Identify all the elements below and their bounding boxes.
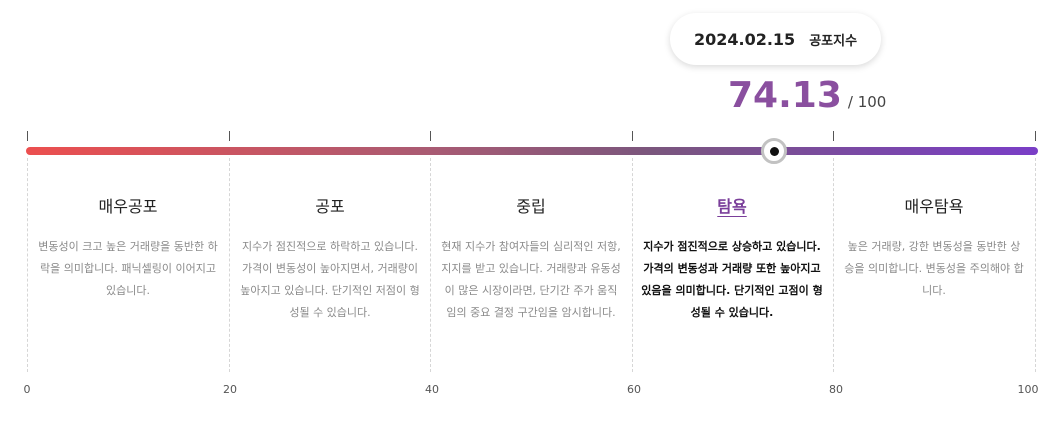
zone-description: 변동성이 크고 높은 거래량을 동반한 하락을 의미합니다. 패닉셀링이 이어지… [38, 240, 218, 297]
zone-title: 매우탐욕 [904, 197, 964, 216]
zone-divider [27, 158, 28, 372]
index-value-display: 74.13 / 100 [728, 72, 886, 120]
axis-label-60: 60 [627, 383, 641, 396]
zone-greed: 탐욕 지수가 점진적으로 상승하고 있습니다. 가격의 변동성과 거래량 또한 … [641, 192, 823, 324]
zone-divider [632, 158, 633, 372]
scale-tick-20 [229, 131, 230, 141]
zone-description: 높은 거래량, 강한 변동성을 동반한 상승을 의미합니다. 변동성을 주의해야… [844, 240, 1024, 297]
zone-description: 지수가 점진적으로 하락하고 있습니다. 가격이 변동성이 높아지면서, 거래량… [240, 240, 420, 319]
zone-extreme-fear: 매우공포 변동성이 크고 높은 거래량을 동반한 하락을 의미합니다. 패닉셀링… [37, 192, 219, 302]
scale-tick-100 [1035, 131, 1036, 141]
tooltip-label: 공포지수 [809, 33, 858, 49]
zone-title: 공포 [315, 197, 345, 216]
scale-tick-80 [833, 131, 834, 141]
index-position-marker [761, 138, 788, 164]
axis-label-80: 80 [829, 383, 843, 396]
axis-label-100: 100 [1017, 383, 1039, 396]
zone-title: 중립 [516, 197, 546, 216]
zone-title: 매우공포 [98, 197, 158, 216]
zone-divider [1035, 158, 1036, 372]
tooltip-date: 2024.02.15 [693, 29, 796, 49]
zone-description: 지수가 점진적으로 상승하고 있습니다. 가격의 변동성과 거래량 또한 높아지… [641, 240, 823, 319]
axis-label-40: 40 [425, 383, 439, 396]
index-max: / 100 [847, 93, 887, 111]
marker-dot [769, 146, 779, 156]
zone-description: 현재 지수가 참여자들의 심리적인 저항, 지지를 받고 있습니다. 거래량과 … [441, 240, 621, 319]
scale-tick-0 [27, 131, 28, 141]
zone-extreme-greed: 매우탐욕 높은 거래량, 강한 변동성을 동반한 상승을 의미합니다. 변동성을… [843, 192, 1025, 302]
zone-title-active[interactable]: 탐욕 [717, 197, 747, 216]
index-value: 74.13 [728, 75, 842, 116]
axis-label-20: 20 [223, 383, 237, 396]
date-tooltip: 2024.02.15 공포지수 [670, 13, 881, 65]
zone-divider [229, 158, 230, 372]
fear-greed-gradient-bar [26, 147, 1038, 155]
scale-tick-40 [430, 131, 431, 141]
zone-divider [430, 158, 431, 372]
scale-tick-60 [632, 131, 633, 141]
zone-divider [833, 158, 834, 372]
zone-fear: 공포 지수가 점진적으로 하락하고 있습니다. 가격이 변동성이 높아지면서, … [239, 192, 421, 324]
zone-neutral: 중립 현재 지수가 참여자들의 심리적인 저항, 지지를 받고 있습니다. 거래… [440, 192, 622, 324]
axis-label-0: 0 [23, 383, 31, 396]
